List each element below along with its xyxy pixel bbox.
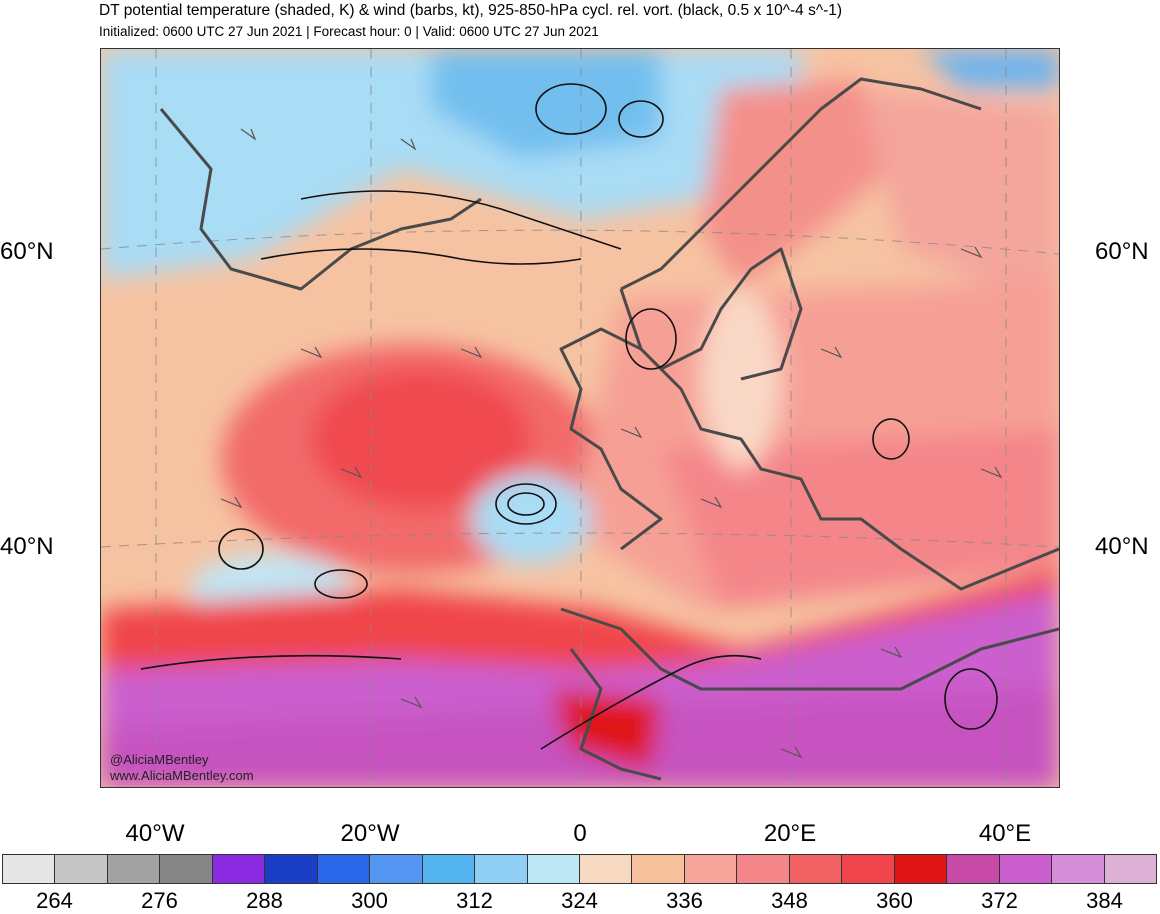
colorbar-swatch — [894, 855, 948, 883]
map-field — [101, 49, 1059, 787]
colorbar-label: 360 — [876, 888, 913, 913]
colorbar-label: 336 — [666, 888, 703, 913]
colorbar-swatch — [422, 855, 476, 883]
colorbar-label: 348 — [771, 888, 808, 913]
colorbar-swatch — [842, 855, 895, 883]
lat-label-60n-left: 60°N — [0, 238, 54, 265]
colorbar-swatch — [579, 855, 633, 883]
colorbar-swatch — [999, 855, 1053, 883]
lat-label-60n-right: 60°N — [1095, 238, 1149, 265]
colorbar-swatch — [3, 855, 56, 883]
colorbar-label: 276 — [141, 888, 178, 913]
colorbar-swatch — [55, 855, 108, 883]
lat-label-40n-left: 40°N — [0, 533, 54, 560]
lon-label-20w: 20°W — [340, 820, 400, 847]
credit-handle: @AliciaMBentley — [110, 752, 209, 767]
colorbar-swatch — [527, 855, 580, 883]
lon-label-40e: 40°E — [978, 820, 1032, 847]
colorbar-swatch — [1104, 855, 1156, 883]
colorbar-swatch — [212, 855, 266, 883]
colorbar-swatch — [317, 855, 371, 883]
colorbar-swatch — [107, 855, 161, 883]
colorbar-label: 264 — [36, 888, 73, 913]
lat-label-40n-right: 40°N — [1095, 533, 1149, 560]
map-panel — [100, 48, 1060, 788]
colorbar-label: 324 — [561, 888, 598, 913]
colorbar-label: 372 — [981, 888, 1018, 913]
colorbar-label: 288 — [246, 888, 283, 913]
colorbar-swatch — [1052, 855, 1105, 883]
colorbar-swatch — [632, 855, 685, 883]
colorbar-swatch — [789, 855, 843, 883]
colorbar-swatch — [947, 855, 1000, 883]
chart-subtitle: Initialized: 0600 UTC 27 Jun 2021 | Fore… — [99, 24, 599, 39]
colorbar-swatch — [737, 855, 790, 883]
credit-website: www.AliciaMBentley.com — [110, 768, 254, 783]
lon-label-20e: 20°E — [763, 820, 817, 847]
colorbar-swatch — [265, 855, 318, 883]
chart-title: DT potential temperature (shaded, K) & w… — [99, 2, 843, 19]
colorbar-swatch — [684, 855, 738, 883]
colorbar-swatch — [370, 855, 423, 883]
lon-label-40w: 40°W — [125, 820, 185, 847]
colorbar-label: 384 — [1086, 888, 1123, 913]
lon-label-0: 0 — [573, 820, 587, 847]
colorbar-swatch — [475, 855, 528, 883]
colorbar-label: 312 — [456, 888, 493, 913]
colorbar-swatch — [160, 855, 213, 883]
colorbar — [2, 854, 1157, 884]
colorbar-label: 300 — [351, 888, 388, 913]
